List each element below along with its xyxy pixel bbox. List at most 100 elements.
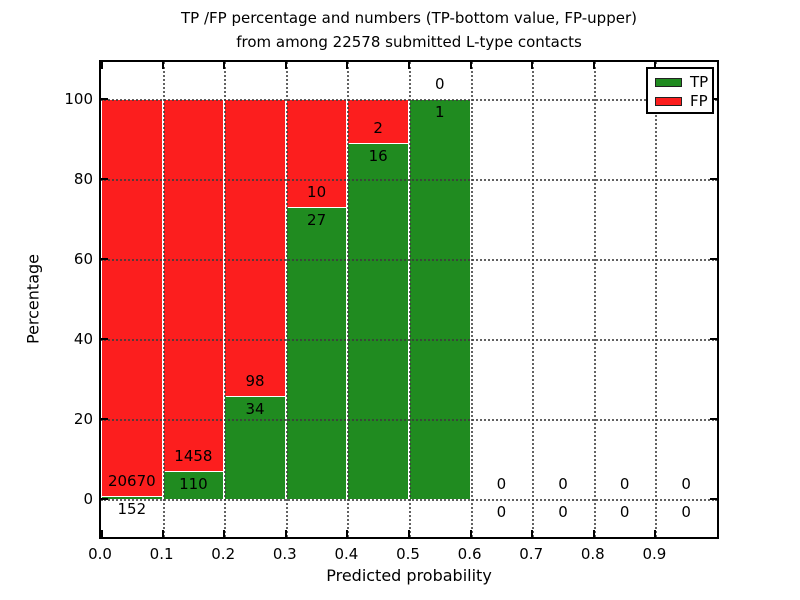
x-gridline [162,62,165,537]
y-tick-label: 40 [73,330,93,348]
y-gridline [101,419,717,421]
x-tick-label: 0.6 [457,545,482,563]
y-gridline [101,179,717,181]
y-gridline [101,499,717,501]
tp-bar-segment [101,496,163,499]
y-tick-label: 20 [73,410,93,428]
x-tick-label: 0.9 [642,545,667,563]
fp-count-label: 20670 [107,472,156,491]
x-tick-label: 0.4 [334,545,359,563]
y-tick-mark [101,258,108,260]
fp-count-label: 0 [681,475,691,493]
fp-count-label: 0 [435,75,445,93]
tp-legend-swatch [655,78,682,87]
tp-count-label: 27 [307,211,327,230]
y-tick-mark [710,338,717,340]
x-tick-mark [469,530,472,537]
x-tick-mark [346,62,349,69]
x-tick-label: 0.2 [211,545,236,563]
x-tick-mark [284,62,287,69]
fp-count-label: 0 [496,475,507,493]
tp-count-label: 34 [245,399,265,418]
y-tick-label: 80 [73,170,93,188]
x-tick-mark [654,530,657,537]
tp-count-label: 16 [368,147,388,166]
x-tick-label: 0.3 [272,545,297,563]
tp-bar-segment [409,99,471,499]
y-tick-mark [101,418,108,420]
fp-count-label: 1458 [174,446,213,465]
x-gridline [655,62,658,537]
x-tick-mark [592,530,595,537]
fp-bar-segment [224,99,286,396]
tp-bar-segment [285,207,348,499]
x-gridline [470,62,473,537]
x-tick-mark [161,530,164,537]
fp-count-label: 2 [373,119,383,138]
x-tick-label: 0.7 [519,545,544,563]
y-tick-mark [710,418,717,420]
x-tick-label: 0.5 [396,545,420,563]
tp-count-label: 0 [496,503,507,521]
y-tick-mark [101,338,108,340]
x-tick-label: 0.8 [580,545,605,563]
x-tick-mark [101,62,103,69]
fp-legend-label: FP [690,92,708,110]
tp-count-label: 110 [179,474,208,493]
fp-count-label: 10 [307,183,327,202]
fp-count-label: 0 [558,475,568,493]
x-tick-mark [284,530,287,537]
y-tick-mark [710,258,717,260]
x-tick-label: 0.0 [88,545,112,563]
y-tick-label: 100 [64,90,93,108]
y-gridline [101,339,717,341]
x-tick-mark [408,530,410,537]
plot-area: 20670 152 1458 110 98 34 10 27 2 16 0 1 0 0 0 0 0 0 0 0 [99,60,719,539]
fp-bar-segment [101,99,163,497]
chart-title-line2: from among 22578 submitted L-type contac… [236,33,582,51]
x-tick-label: 0.1 [149,545,174,563]
y-tick-mark [710,498,717,500]
y-gridline [101,99,717,101]
y-tick-mark [101,178,108,180]
y-tick-mark [101,498,108,500]
x-tick-mark [101,530,103,537]
fp-count-label: 98 [245,371,265,390]
tp-count-label: 0 [681,503,691,521]
chart-title: TP /FP percentage and numbers (TP-bottom… [99,6,719,54]
tp-bar-segment [347,143,409,499]
legend-entry-tp: TP [655,73,712,92]
fp-bar-segment [162,99,225,471]
x-gridline [347,62,350,537]
x-tick-mark [469,62,472,69]
tp-count-label: 0 [558,503,568,521]
y-tick-label: 60 [73,250,93,268]
x-tick-mark [654,62,657,69]
x-tick-mark [531,530,534,537]
fp-legend-swatch [655,97,682,106]
tp-legend-label: TP [690,73,709,91]
x-tick-mark [346,530,349,537]
fp-count-label: 0 [619,475,630,493]
legend-entry-fp: FP [655,92,712,111]
tp-count-label: 0 [619,503,630,521]
tp-count-label: 152 [117,500,147,519]
y-tick-mark [710,178,717,180]
x-tick-mark [408,62,410,69]
legend: TP FP [646,67,714,114]
x-gridline [285,62,288,537]
y-gridline [101,259,717,261]
tp-bar-segment [224,395,286,499]
x-tick-mark [223,62,226,69]
x-tick-mark [531,62,534,69]
chart-title-line1: TP /FP percentage and numbers (TP-bottom… [181,9,637,27]
x-gridline [409,62,411,537]
x-gridline [593,62,596,537]
x-tick-mark [161,62,164,69]
y-tick-label: 0 [83,490,93,508]
x-gridline [532,62,535,537]
x-tick-mark [223,530,226,537]
x-tick-mark [592,62,595,69]
y-tick-mark [101,98,108,100]
